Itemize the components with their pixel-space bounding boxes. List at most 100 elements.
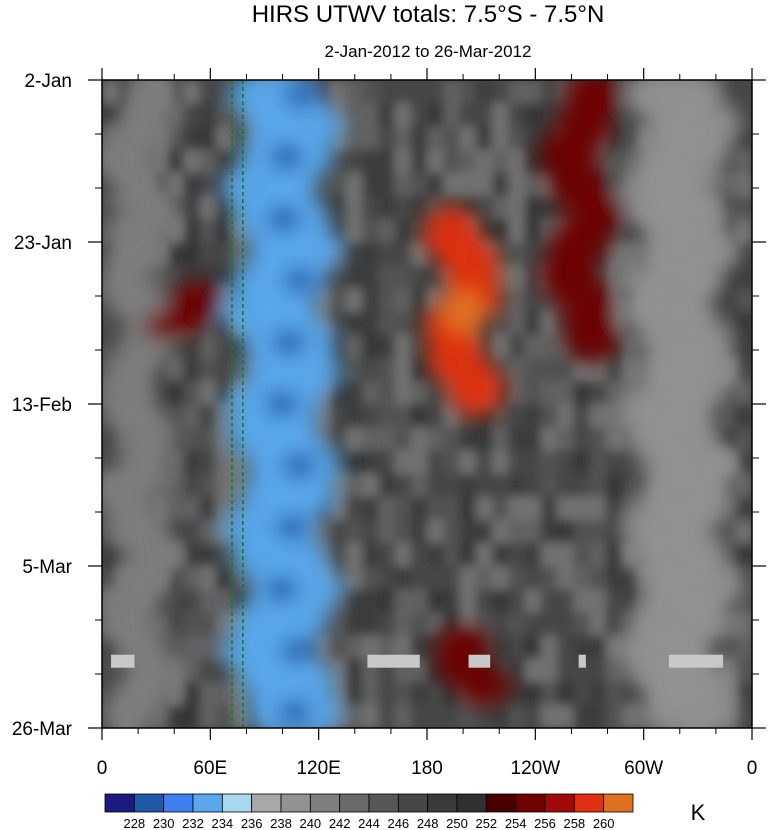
x-tick-label: 180 [411, 758, 443, 779]
field-cell [524, 589, 542, 614]
field-cell [475, 172, 493, 197]
field-cell [735, 195, 752, 220]
field-cell [492, 103, 510, 128]
field-cell [362, 195, 380, 220]
field-cell [524, 519, 542, 544]
field-cell [524, 149, 542, 174]
field-cell [345, 288, 363, 313]
feature-core [268, 206, 301, 231]
field-cell [362, 566, 380, 591]
field-cell [540, 80, 558, 105]
colorbar-label: 232 [182, 816, 204, 830]
field-cell [362, 496, 380, 521]
field-cell [394, 311, 412, 336]
field-cell [199, 473, 217, 498]
field-cell [508, 704, 526, 728]
marker-lines [231, 80, 244, 728]
field-cell [394, 242, 412, 267]
field-cell [573, 427, 591, 452]
colorbar-swatch [573, 793, 605, 813]
field-cell [329, 519, 347, 544]
field-cell [362, 218, 380, 243]
field-cell [735, 80, 752, 105]
field-cell [719, 80, 737, 105]
field-cell [508, 126, 526, 151]
field-cell [492, 126, 510, 151]
field-cell [232, 704, 250, 728]
field-cell [443, 126, 461, 151]
field-cell [492, 80, 510, 105]
field-cell [199, 496, 217, 521]
field-cell [605, 450, 623, 475]
colorbar-label: 242 [329, 816, 351, 830]
field-cell [394, 195, 412, 220]
colorbar-label: 254 [505, 816, 527, 830]
field-cell [410, 380, 428, 405]
field-cell [719, 635, 737, 660]
field-cell [410, 612, 428, 637]
field-cell [475, 450, 493, 475]
field-cell [199, 195, 217, 220]
field-cell [508, 427, 526, 452]
field-cell [573, 566, 591, 591]
field-cell [183, 126, 201, 151]
colorbar-swatch [456, 793, 487, 813]
field-cell [459, 149, 477, 174]
field-cell [459, 473, 477, 498]
field-cell [492, 311, 510, 336]
field-cell [394, 103, 412, 128]
field-cell [573, 681, 591, 706]
x-tick-label: 120W [511, 758, 561, 779]
field-cell [589, 612, 607, 637]
field-cell [199, 404, 217, 429]
field-cell [508, 195, 526, 220]
field-cell [524, 427, 542, 452]
field-cell [524, 496, 542, 521]
field-cell [362, 681, 380, 706]
colorbar-swatch [397, 793, 429, 813]
field-cell [735, 427, 752, 452]
field-cell [199, 658, 217, 683]
field-cell [443, 704, 461, 728]
colorbar-label: 250 [446, 816, 468, 830]
field-cell [345, 658, 363, 683]
field-cell [540, 496, 558, 521]
field-cell [508, 265, 526, 290]
field-cell [557, 519, 575, 544]
field-cell [443, 149, 461, 174]
field-cell [605, 427, 623, 452]
field-cell [622, 450, 640, 475]
field-cell [735, 635, 752, 660]
field-cell [410, 311, 428, 336]
feature-south-america-moist [643, 684, 740, 728]
feature-core [282, 453, 315, 478]
field-cell [459, 103, 477, 128]
field-cell [167, 126, 185, 151]
field-cell [345, 589, 363, 614]
field-cell [735, 357, 752, 382]
field-cell [410, 242, 428, 267]
field-cell [492, 172, 510, 197]
field-cell [410, 635, 428, 660]
field-cell [410, 450, 428, 475]
field-cell [345, 357, 363, 382]
axis-ticks: 0 60E 120E 180 120W 60W 0 2-Jan 23-Jan 13-Feb 5-Ma… [12, 68, 766, 779]
field-cell [410, 195, 428, 220]
field-cell [475, 589, 493, 614]
field-cell [427, 404, 445, 429]
field-cell [199, 218, 217, 243]
field-cell [622, 334, 640, 359]
colorbar-swatch [221, 793, 253, 813]
field-cell [524, 218, 542, 243]
field-cell [524, 704, 542, 728]
field-cell [362, 126, 380, 151]
field-cell [410, 357, 428, 382]
colorbar: 228 230 232 234 236 238 240 242 244 246 248 250 252 2… [104, 793, 634, 830]
field-cell [167, 357, 185, 382]
field-cell [394, 542, 412, 567]
field-cell [735, 404, 752, 429]
field-cell [557, 496, 575, 521]
field-cell [524, 380, 542, 405]
field-cell [378, 612, 396, 637]
